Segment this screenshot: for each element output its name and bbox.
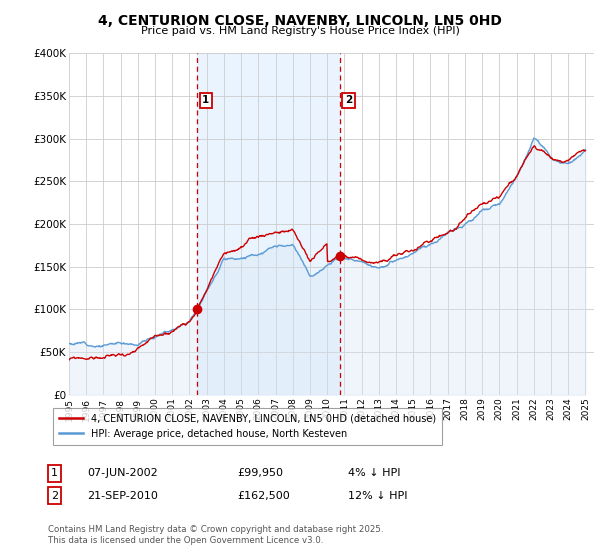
Text: 2: 2	[51, 491, 58, 501]
Text: £99,950: £99,950	[237, 468, 283, 478]
Text: 07-JUN-2002: 07-JUN-2002	[87, 468, 158, 478]
Text: Price paid vs. HM Land Registry's House Price Index (HPI): Price paid vs. HM Land Registry's House …	[140, 26, 460, 36]
Text: Contains HM Land Registry data © Crown copyright and database right 2025.
This d: Contains HM Land Registry data © Crown c…	[48, 525, 383, 545]
Text: 1: 1	[51, 468, 58, 478]
Text: £162,500: £162,500	[237, 491, 290, 501]
Text: 21-SEP-2010: 21-SEP-2010	[87, 491, 158, 501]
Text: 4% ↓ HPI: 4% ↓ HPI	[348, 468, 401, 478]
Text: 4, CENTURION CLOSE, NAVENBY, LINCOLN, LN5 0HD: 4, CENTURION CLOSE, NAVENBY, LINCOLN, LN…	[98, 14, 502, 28]
Legend: 4, CENTURION CLOSE, NAVENBY, LINCOLN, LN5 0HD (detached house), HPI: Average pri: 4, CENTURION CLOSE, NAVENBY, LINCOLN, LN…	[53, 408, 442, 445]
Bar	[197, 53, 340, 395]
Text: 12% ↓ HPI: 12% ↓ HPI	[348, 491, 407, 501]
Text: 2: 2	[345, 95, 352, 105]
Text: 1: 1	[202, 95, 209, 105]
